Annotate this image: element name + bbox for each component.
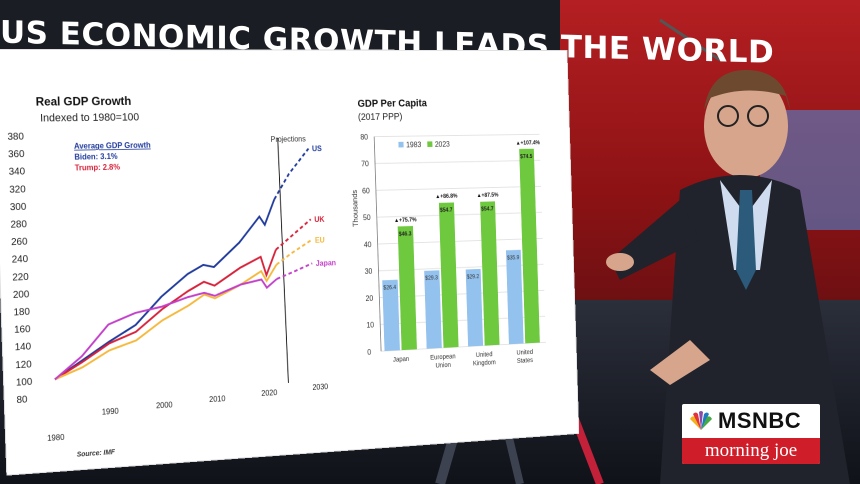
series-label-uk: UK xyxy=(314,215,325,224)
right-gridline xyxy=(375,160,540,163)
bar-2023 xyxy=(398,226,417,350)
legend-2023-swatch xyxy=(427,141,432,147)
left-y-tick-label: 120 xyxy=(15,359,32,371)
right-y-tick-label: 10 xyxy=(366,321,374,330)
legend-2023-label: 2023 xyxy=(435,140,451,149)
left-y-tick-label: 300 xyxy=(10,202,27,213)
category-label: United xyxy=(516,349,533,356)
network-brand: MSNBC xyxy=(718,408,801,434)
left-x-tick-label: 2020 xyxy=(261,388,278,398)
chart-board: Real GDP Growth Indexed to 1980=100 Aver… xyxy=(0,50,578,475)
left-chart-series-labels: US UK EU Japan xyxy=(312,144,336,268)
bar-1983 xyxy=(466,269,483,347)
right-chart-categories: Japan EuropeanUnionUnitedKingdomUnitedSta… xyxy=(393,349,534,372)
bar-2023 xyxy=(480,201,499,345)
projections-label: Projections xyxy=(270,135,305,144)
left-y-tick-label: 80 xyxy=(16,394,28,406)
line-eu xyxy=(51,265,279,380)
category-label: United xyxy=(476,352,493,359)
left-chart-title: Real GDP Growth xyxy=(35,94,131,109)
bar-1983-label: $29.2 xyxy=(467,274,480,280)
growth-label: ▲+87.5% xyxy=(477,193,500,199)
left-y-tick-label: 100 xyxy=(16,377,33,389)
right-y-tick-label: 30 xyxy=(365,267,373,276)
series-label-japan: Japan xyxy=(316,259,337,268)
growth-label: ▲+107.4% xyxy=(516,140,541,146)
category-label: European xyxy=(430,354,456,362)
left-x-tick-label: 2010 xyxy=(209,394,226,404)
right-y-tick-label: 40 xyxy=(364,240,372,249)
left-y-tick-label: 280 xyxy=(10,219,27,231)
left-x-tick-label: 1980 xyxy=(47,433,65,443)
left-y-ticks: 380 360 340 320 300 280 260 240 220 200 180 160 140 1… xyxy=(7,132,33,407)
series-label-us: US xyxy=(312,145,322,154)
left-y-tick-label: 380 xyxy=(7,132,24,143)
right-y-tick-label: 70 xyxy=(361,160,369,169)
right-gridline xyxy=(374,134,539,136)
right-chart-title: GDP Per Capita xyxy=(357,98,427,110)
left-y-tick-label: 360 xyxy=(8,149,25,160)
peacock-icon xyxy=(688,411,714,431)
left-y-tick-label: 220 xyxy=(12,272,29,284)
right-gridline xyxy=(377,212,542,217)
left-chart-subtitle: Indexed to 1980=100 xyxy=(40,112,139,125)
legend-1983-label: 1983 xyxy=(406,141,422,150)
growth-label: ▲+86.8% xyxy=(435,194,458,200)
legend-trump: Trump: 2.8% xyxy=(75,163,121,173)
bar-1983 xyxy=(424,270,442,348)
bar-1983-label: $26.4 xyxy=(383,285,397,291)
left-y-tick-label: 140 xyxy=(15,342,32,354)
bar-2023-label: $74.5 xyxy=(520,154,533,160)
left-y-tick-label: 160 xyxy=(14,324,31,336)
bar-1983 xyxy=(506,250,524,344)
right-y-tick-label: 20 xyxy=(365,294,373,303)
left-x-tick-label: 2000 xyxy=(156,400,173,410)
legend-title: Average GDP Growth xyxy=(74,141,151,151)
bar-2023-label: $54.7 xyxy=(440,208,453,214)
category-label: Japan xyxy=(393,356,410,363)
network-bug: MSNBC morning joe xyxy=(682,404,820,464)
line-japan-projection xyxy=(276,263,312,279)
left-x-tick-label: 2030 xyxy=(312,382,328,392)
line-eu-projection xyxy=(276,240,313,265)
category-label: Kingdom xyxy=(473,360,496,368)
left-y-tick-label: 340 xyxy=(9,167,26,178)
bar-2023 xyxy=(439,202,459,347)
bar-2023-label: $54.7 xyxy=(481,207,494,213)
right-y-tick-label: 0 xyxy=(367,348,372,357)
left-y-tick-label: 260 xyxy=(11,237,28,249)
bar-2023-label: $46.3 xyxy=(399,232,413,238)
bar-1983-label: $29.3 xyxy=(425,276,438,282)
source-label: Source: IMF xyxy=(77,449,116,459)
line-uk xyxy=(51,250,280,380)
growth-label: ▲+75.7% xyxy=(394,217,417,223)
left-y-tick-label: 200 xyxy=(13,289,30,301)
line-uk-projection xyxy=(275,219,312,249)
series-label-eu: EU xyxy=(315,236,325,245)
line-us xyxy=(49,199,280,379)
right-y-tick-label: 60 xyxy=(362,187,370,196)
left-x-ticks: 1980 1990 2000 2010 2020 2030 xyxy=(46,382,330,443)
left-y-tick-label: 180 xyxy=(13,307,30,319)
right-gridline xyxy=(376,186,541,190)
right-chart-ylabel: Thousands xyxy=(351,190,360,227)
right-chart-bars: $26.4 $46.3 ▲+75.7% $29.3 $54.7 ▲+86.8% $29.2 $… xyxy=(378,140,547,351)
category-label: States xyxy=(517,357,534,364)
left-chart-lines xyxy=(47,149,315,380)
right-y-tick-label: 80 xyxy=(360,133,368,142)
bar-1983-label: $35.9 xyxy=(507,255,520,261)
left-y-tick-label: 320 xyxy=(9,184,26,195)
show-name: morning joe xyxy=(682,438,820,464)
chart-board-svg: Real GDP Growth Indexed to 1980=100 Aver… xyxy=(0,50,578,475)
right-chart-subtitle: (2017 PPP) xyxy=(358,112,403,123)
left-x-tick-label: 1990 xyxy=(102,407,120,417)
legend-1983-swatch xyxy=(398,142,403,148)
category-label: Union xyxy=(435,362,451,369)
left-y-tick-label: 240 xyxy=(12,254,29,266)
right-y-tick-label: 50 xyxy=(363,214,371,223)
legend-biden: Biden: 3.1% xyxy=(74,152,117,162)
